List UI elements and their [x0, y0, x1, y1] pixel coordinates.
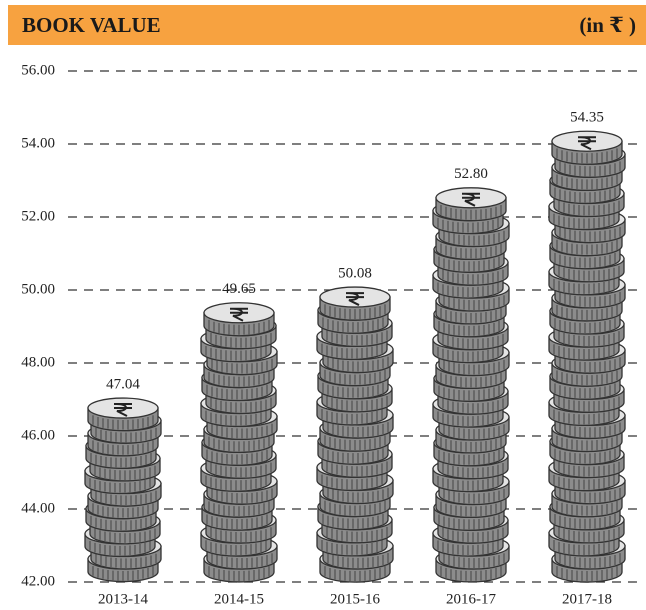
bar [201, 303, 277, 582]
data-label: 49.65 [222, 281, 256, 297]
y-tick-label: 44.00 [21, 500, 55, 516]
unit-label: (in ₹ ) [579, 13, 636, 37]
x-tick-label: 2017-18 [562, 591, 612, 607]
data-label: 52.80 [454, 166, 488, 182]
y-tick-label: 42.00 [21, 573, 55, 589]
x-tick-label: 2014-15 [214, 591, 264, 607]
bar [85, 398, 161, 582]
data-label: 50.08 [338, 266, 372, 282]
x-tick-label: 2013-14 [98, 591, 148, 607]
y-tick-label: 50.00 [21, 281, 55, 297]
y-tick-label: 52.00 [21, 208, 55, 224]
x-tick-label: 2016-17 [446, 591, 496, 607]
data-label: 47.04 [106, 376, 140, 392]
bar [317, 287, 393, 582]
data-label: 54.35 [570, 110, 604, 126]
x-tick-label: 2015-16 [330, 591, 380, 607]
bar [433, 188, 509, 582]
y-tick-label: 48.00 [21, 354, 55, 370]
chart: BOOK VALUE (in ₹ ) 42.00 44.00 46.00 48.00 5… [0, 0, 646, 610]
chart-title: BOOK VALUE [22, 13, 161, 37]
y-tick-label: 54.00 [21, 135, 55, 151]
bar [549, 131, 625, 582]
y-tick-label: 56.00 [21, 62, 55, 78]
y-tick-label: 46.00 [21, 427, 55, 443]
